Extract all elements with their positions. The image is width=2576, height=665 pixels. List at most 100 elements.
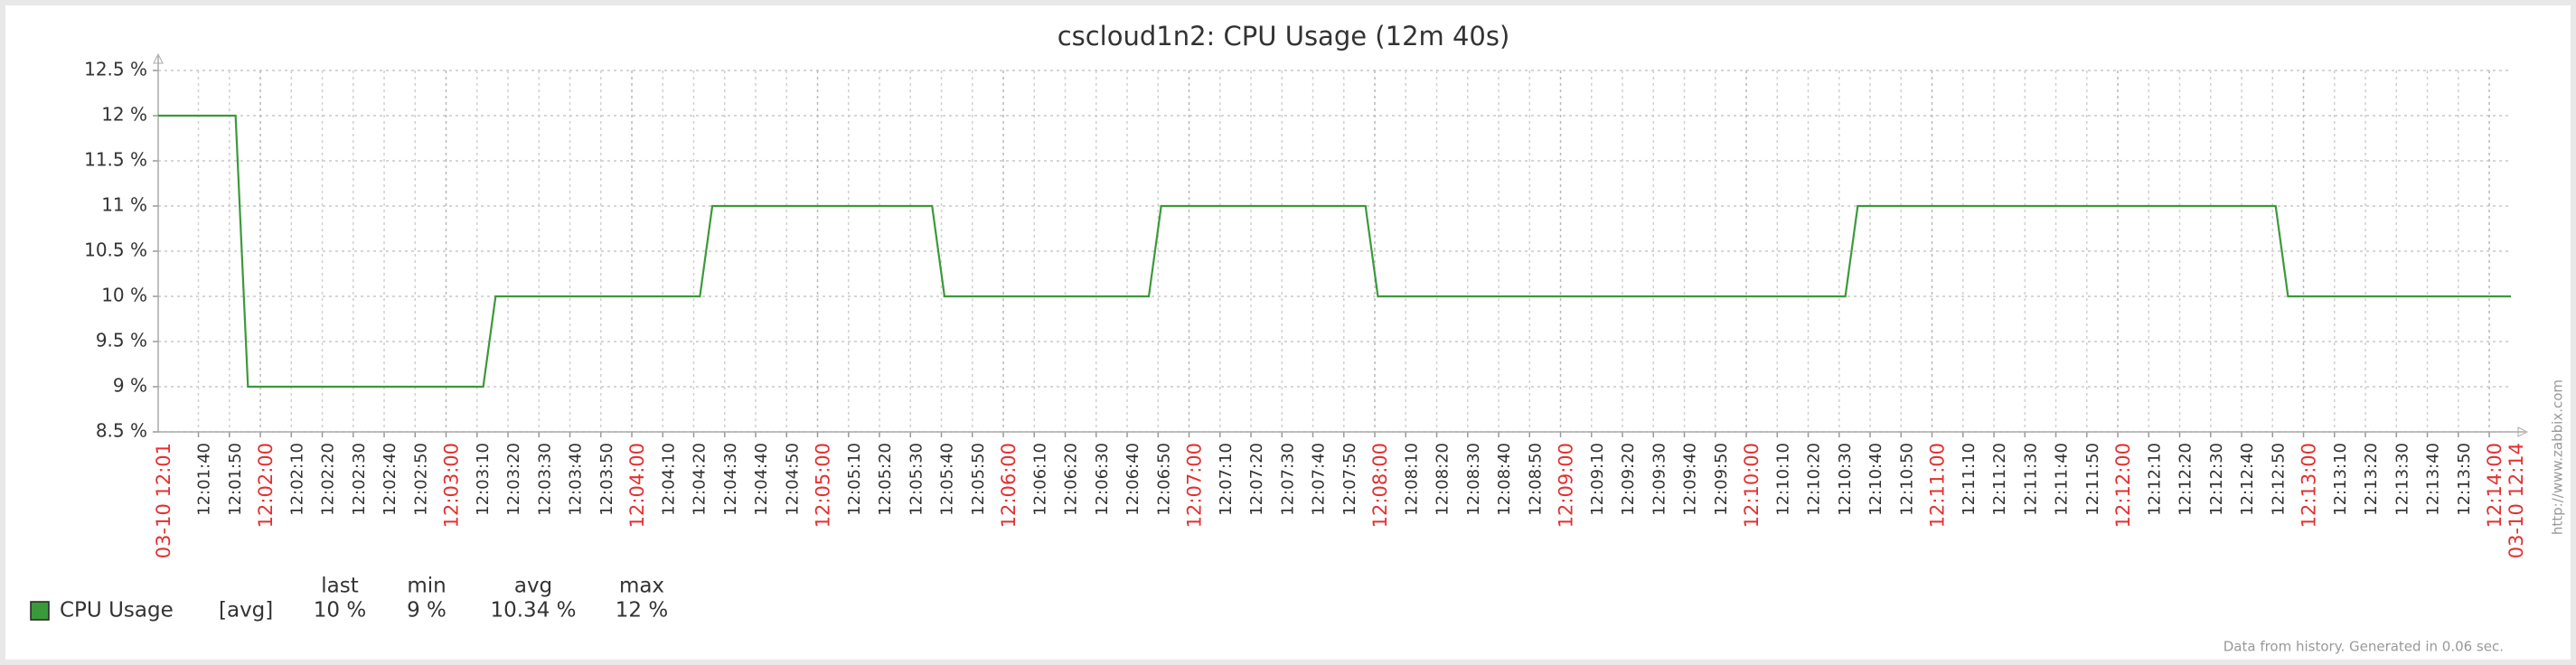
x-tick-label: 12:04:00 [626, 443, 648, 528]
x-tick-label: 12:10:20 [1805, 443, 1824, 516]
x-tick-label: 12:08:00 [1369, 443, 1391, 528]
legend-value: 12 % [616, 599, 668, 623]
x-tick-label: 12:08:30 [1464, 443, 1483, 516]
x-tick-label: 12:02:40 [381, 443, 400, 516]
y-tick-label: 9 % [113, 375, 147, 397]
x-tick-label: 12:05:00 [813, 443, 834, 528]
x-tick-label: 12:13:40 [2424, 443, 2443, 516]
x-tick-label: 12:11:50 [2083, 443, 2102, 516]
x-tick-label: 12:09:10 [1588, 443, 1607, 516]
x-tick-label: 03-10 12:14 [2505, 443, 2527, 558]
y-tick-label: 11.5 % [84, 149, 147, 171]
y-tick-label: 11 % [101, 194, 147, 216]
data-line [158, 114, 2511, 389]
x-tick-label: 12:12:50 [2269, 443, 2288, 516]
x-tick-label: 12:09:20 [1619, 443, 1638, 516]
x-tick-label: 12:04:20 [691, 443, 710, 516]
x-tick-label: 12:10:00 [1741, 443, 1763, 528]
x-tick-label: 12:12:30 [2207, 443, 2226, 516]
y-tick-label: 9.5 % [96, 330, 147, 351]
x-tick-label: 03-10 12:01 [153, 443, 174, 558]
axis-arrow [2517, 426, 2529, 437]
legend-value: 10.34 % [490, 599, 576, 623]
x-tick-label: 12:06:20 [1062, 443, 1081, 516]
x-tick-label: 12:03:50 [597, 443, 616, 516]
axis-arrow [153, 52, 164, 64]
x-tick-label: 12:09:40 [1681, 443, 1700, 516]
x-tick-label: 12:07:20 [1247, 443, 1266, 516]
x-tick-label: 12:13:50 [2455, 443, 2474, 516]
x-tick-label: 12:05:50 [969, 443, 988, 516]
x-tick-label: 12:04:30 [721, 443, 740, 516]
x-tick-label: 12:07:10 [1217, 443, 1236, 516]
x-tick-label: 12:01:50 [226, 443, 245, 516]
legend-label: CPU Usage [60, 599, 174, 623]
x-tick-label: 12:06:40 [1123, 443, 1142, 516]
x-tick-label: 12:03:40 [567, 443, 586, 516]
legend-swatch [30, 601, 50, 621]
x-tick-label: 12:09:30 [1650, 443, 1669, 516]
x-tick-label: 12:03:00 [441, 443, 463, 528]
x-tick-label: 12:07:50 [1340, 443, 1359, 516]
x-tick-label: 12:07:40 [1310, 443, 1329, 516]
x-tick-label: 12:04:10 [659, 443, 678, 516]
x-tick-label: 12:12:10 [2145, 443, 2164, 516]
legend-value: 10 % [314, 599, 366, 623]
x-tick-label: 12:02:10 [287, 443, 306, 516]
x-tick-label: 12:12:40 [2238, 443, 2257, 516]
x-tick-label: 12:13:00 [2299, 443, 2320, 528]
x-tick-label: 12:07:30 [1278, 443, 1297, 516]
x-tick-label: 12:08:50 [1526, 443, 1545, 516]
x-tick-label: 12:02:00 [255, 443, 277, 528]
x-tick-label: 12:09:00 [1556, 443, 1577, 528]
x-tick-label: 12:11:00 [1927, 443, 1949, 528]
x-tick-label: 12:02:50 [411, 443, 430, 516]
x-tick-label: 12:13:10 [2331, 443, 2350, 516]
x-tick-label: 12:13:20 [2362, 443, 2381, 516]
x-tick-label: 12:03:20 [504, 443, 523, 516]
x-tick-label: 12:14:00 [2484, 443, 2505, 528]
x-tick-label: 12:10:30 [1836, 443, 1855, 516]
x-tick-label: 12:07:00 [1184, 443, 1206, 528]
x-tick-label: 12:02:30 [350, 443, 369, 516]
x-tick-label: 12:02:20 [319, 443, 338, 516]
x-tick-label: 12:05:30 [907, 443, 926, 516]
x-tick-label: 12:10:50 [1897, 443, 1916, 516]
x-tick-label: 12:12:20 [2176, 443, 2195, 516]
chart-background [5, 5, 2571, 660]
legend-header: max [619, 575, 664, 598]
x-tick-label: 12:11:10 [1960, 443, 1979, 516]
x-tick-label: 12:06:50 [1154, 443, 1173, 516]
y-tick-label: 12 % [101, 104, 147, 126]
x-tick-label: 12:11:40 [2053, 443, 2072, 516]
legend-value: 9 % [407, 599, 447, 623]
legend-header: min [407, 575, 446, 598]
y-tick-label: 10 % [101, 285, 147, 306]
y-tick-label: 10.5 % [84, 239, 147, 261]
x-tick-label: 12:01:40 [195, 443, 214, 516]
x-tick-label: 12:05:20 [876, 443, 895, 516]
x-tick-label: 12:04:50 [783, 443, 802, 516]
chart-title: cscloud1n2: CPU Usage (12m 40s) [1058, 21, 1510, 52]
legend-header: last [321, 575, 359, 598]
x-tick-label: 12:10:40 [1866, 443, 1885, 516]
x-tick-label: 12:10:10 [1773, 443, 1792, 516]
x-tick-label: 12:03:30 [535, 443, 554, 516]
legend-function: [avg] [219, 599, 273, 623]
x-tick-label: 12:08:10 [1402, 443, 1421, 516]
x-tick-label: 12:09:50 [1712, 443, 1731, 516]
x-tick-label: 12:06:00 [998, 443, 1020, 528]
x-tick-label: 12:08:40 [1495, 443, 1514, 516]
x-tick-label: 12:12:00 [2112, 443, 2134, 528]
legend-header: avg [514, 575, 552, 598]
x-tick-label: 12:06:10 [1030, 443, 1049, 516]
x-tick-label: 12:05:40 [938, 443, 957, 516]
x-tick-label: 12:06:30 [1093, 443, 1112, 516]
x-tick-label: 12:03:10 [474, 443, 493, 516]
x-tick-label: 12:05:10 [845, 443, 864, 516]
x-tick-label: 12:04:40 [752, 443, 771, 516]
x-tick-label: 12:11:30 [2021, 443, 2040, 516]
watermark: http://www.zabbix.com [2550, 379, 2566, 535]
